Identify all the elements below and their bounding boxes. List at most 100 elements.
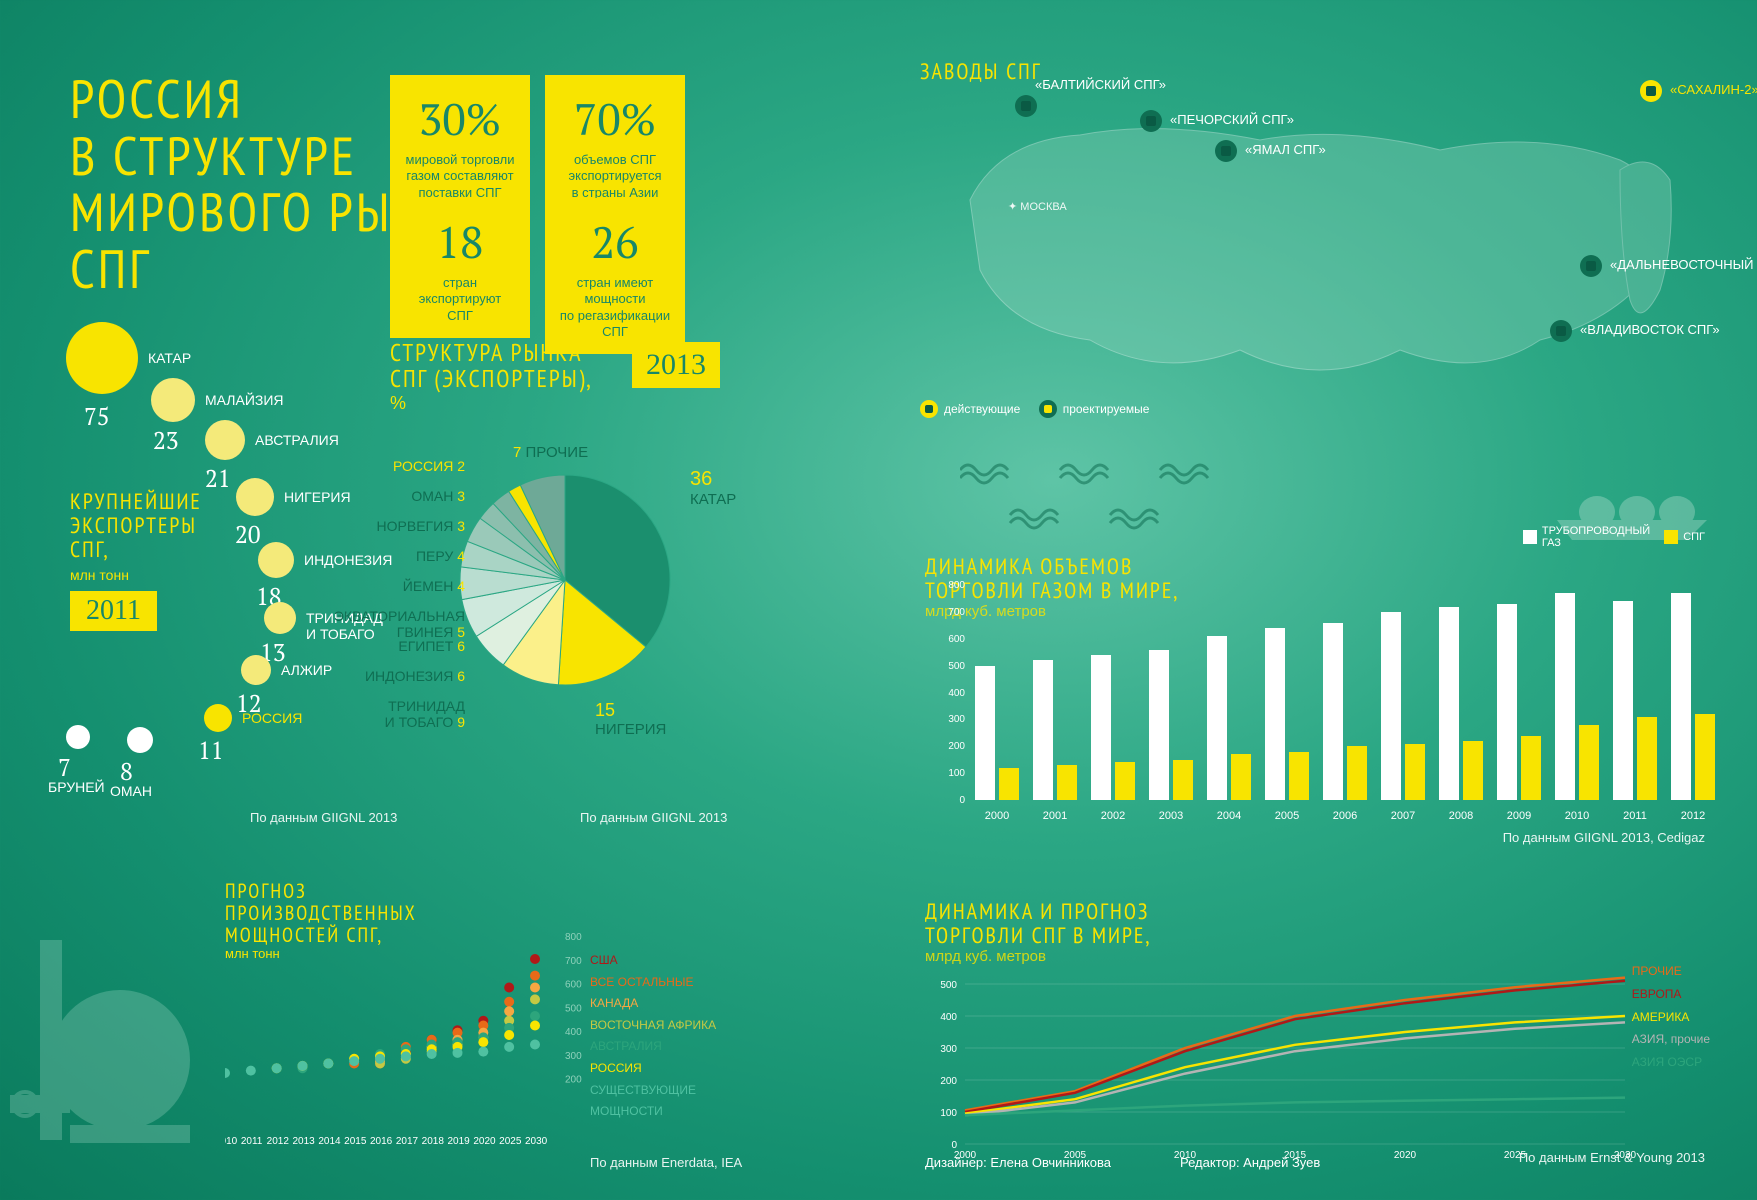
vol-ytick: 800: [925, 580, 965, 591]
pie-slice-label: ЕГИПЕТ 6: [265, 638, 465, 654]
exporter-label: БРУНЕЙ: [48, 779, 105, 795]
pie-label-qatar: 36КАТАР: [690, 468, 736, 508]
pie-source: По данным GIIGNL 2013: [580, 810, 727, 825]
exporter-label: МАЛАЙЗИЯ: [205, 392, 284, 408]
svg-text:300: 300: [940, 1044, 957, 1055]
exporter-bubble: [151, 378, 195, 422]
pie-slice-label: ЭКВАТОРИАЛЬНАЯГВИНЕЯ 5: [265, 608, 465, 640]
svg-text:2010: 2010: [225, 1136, 238, 1147]
map-moscow-label: ✦ МОСКВА: [1008, 200, 1067, 213]
svg-text:400: 400: [565, 1027, 582, 1038]
exporter-bubble: [204, 704, 232, 732]
tank-icon: [10, 940, 210, 1160]
capacity-legend-item: США: [590, 950, 716, 972]
pie-slice-label: ТРИНИДАДИ ТОБАГО 9: [265, 698, 465, 730]
trade-legend-item: ПРОЧИЕ: [1632, 960, 1710, 983]
vol-bar-pair: 2005: [1265, 628, 1309, 800]
pie-slice-label: НОРВЕГИЯ 3: [265, 518, 465, 534]
vol-ytick: 100: [925, 768, 965, 779]
pie-slice-label: ЙЕМЕН 4: [265, 578, 465, 594]
stat-box-1: 70%объемов СПГэкспортируетсяв страны Ази…: [545, 75, 685, 215]
map-plant-label: «САХАЛИН-2»: [1670, 82, 1757, 97]
exporter-value: 75: [84, 400, 110, 432]
stat-box-3: 26стран имеютмощностипо регазификацииСПГ: [545, 198, 685, 354]
map-plant-dot: [1140, 110, 1162, 132]
trade-source: По данным Ernst & Young 2013: [1519, 1150, 1705, 1165]
pie-slice-label: РОССИЯ 2: [265, 458, 465, 474]
map-plant-label: «БАЛТИЙСКИЙ СПГ»: [1035, 77, 1166, 92]
pie-title-block: СТРУКТУРА РЫНКАСПГ (ЭКСПОРТЕРЫ), %: [390, 340, 593, 414]
map-plant-label: «ДАЛЬНЕВОСТОЧНЫЙ СПГ»: [1610, 257, 1757, 272]
svg-text:500: 500: [565, 1003, 582, 1014]
vol-ytick: 200: [925, 741, 965, 752]
pie-chart: [435, 450, 695, 710]
exporters-title: КРУПНЕЙШИЕЭКСПОРТЕРЫСПГ, млн тонн 2011: [70, 490, 202, 631]
volumes-source: По данным GIIGNL 2013, Cedigaz: [1503, 830, 1705, 845]
exporter-label: КАТАР: [148, 350, 191, 366]
trade-legend: ПРОЧИЕЕВРОПААМЕРИКААЗИЯ, прочиеАЗИЯ ОЭСР: [1632, 960, 1710, 1074]
vol-ytick: 700: [925, 607, 965, 618]
pie-label-nigeria: 15НИГЕРИЯ: [595, 700, 666, 738]
svg-text:600: 600: [565, 980, 582, 991]
map-plant-label: «ПЕЧОРСКИЙ СПГ»: [1170, 112, 1294, 127]
vol-bar-pair: 2007: [1381, 612, 1425, 800]
svg-text:2015: 2015: [344, 1136, 367, 1147]
svg-text:2019: 2019: [448, 1136, 471, 1147]
trade-line-chart: ДИНАМИКА И ПРОГНОЗТОРГОВЛИ СПГ В МИРЕ, м…: [925, 900, 1705, 1150]
exporter-bubble: [66, 725, 90, 749]
svg-text:2014: 2014: [318, 1136, 341, 1147]
vol-ytick: 600: [925, 634, 965, 645]
vol-bar-pair: 2006: [1323, 623, 1367, 800]
map-plant-dot: [1640, 80, 1662, 102]
russia-map-shape: [920, 80, 1700, 400]
credit-designer: Дизайнер: Елена Овчинникова: [925, 1155, 1111, 1170]
exporters-year-badge: 2011: [70, 591, 157, 631]
volumes-legend: ТРУБОПРОВОДНЫЙГАЗ СПГ: [1523, 525, 1705, 549]
svg-text:2020: 2020: [1394, 1150, 1417, 1159]
svg-text:2025: 2025: [499, 1136, 522, 1147]
map-plant-dot: [1580, 255, 1602, 277]
vol-bar-pair: 2012: [1671, 593, 1715, 800]
pie-year-badge: 2013: [632, 342, 720, 388]
exporter-value: 20: [235, 518, 261, 550]
trade-line-svg: 0100200300400500200020052010201520202025…: [925, 969, 1705, 1159]
svg-text:2018: 2018: [422, 1136, 445, 1147]
vol-bar-pair: 2000: [975, 666, 1019, 800]
vol-bar-pair: 2008: [1439, 607, 1483, 801]
map-plant-dot: [1550, 320, 1572, 342]
svg-text:200: 200: [565, 1075, 582, 1086]
map-legend: действующие проектируемые: [920, 400, 1163, 418]
vol-bar-pair: 2004: [1207, 636, 1251, 800]
pie-label-other: 7 ПРОЧИЕ: [513, 444, 588, 461]
stat-box-0: 30%мировой торговлигазом составляютпоста…: [390, 75, 530, 215]
vol-bar-pair: 2011: [1613, 601, 1657, 800]
svg-text:800: 800: [565, 932, 582, 943]
svg-text:100: 100: [940, 1108, 957, 1119]
svg-text:2020: 2020: [473, 1136, 496, 1147]
trade-legend-item: АМЕРИКА: [1632, 1006, 1710, 1029]
capacity-legend-item: ВОСТОЧНАЯ АФРИКА: [590, 1015, 716, 1037]
svg-text:2017: 2017: [396, 1136, 419, 1147]
vol-bar-pair: 2001: [1033, 660, 1077, 800]
svg-text:2011: 2011: [241, 1136, 263, 1147]
capacity-legend-item: РОССИЯ: [590, 1058, 716, 1080]
pie-slice-label: ПЕРУ 4: [265, 548, 465, 564]
exporter-label: ОМАН: [110, 783, 152, 799]
trade-legend-item: АЗИЯ, прочие: [1632, 1028, 1710, 1051]
stat-box-2: 18странэкспортируютСПГ: [390, 198, 530, 338]
map-plant-label: «ЯМАЛ СПГ»: [1245, 142, 1326, 157]
svg-text:2013: 2013: [293, 1136, 316, 1147]
vol-bar-pair: 2010: [1555, 593, 1599, 800]
vol-bar-pair: 2002: [1091, 655, 1135, 800]
svg-text:200: 200: [940, 1076, 957, 1087]
map-plant-dot: [1215, 140, 1237, 162]
svg-text:300: 300: [565, 1051, 582, 1062]
map-plant-label: «ВЛАДИВОСТОК СПГ»: [1580, 322, 1720, 337]
svg-text:2016: 2016: [370, 1136, 393, 1147]
capacity-legend-item: СУЩЕСТВУЮЩИЕМОЩНОСТИ: [590, 1080, 716, 1123]
svg-text:700: 700: [565, 956, 582, 967]
vol-bar-pair: 2009: [1497, 604, 1541, 800]
vol-bar-pair: 2003: [1149, 650, 1193, 801]
capacity-legend-item: АВСТРАЛИЯ: [590, 1036, 716, 1058]
capacity-source: По данным Enerdata, IEA: [590, 1155, 742, 1170]
